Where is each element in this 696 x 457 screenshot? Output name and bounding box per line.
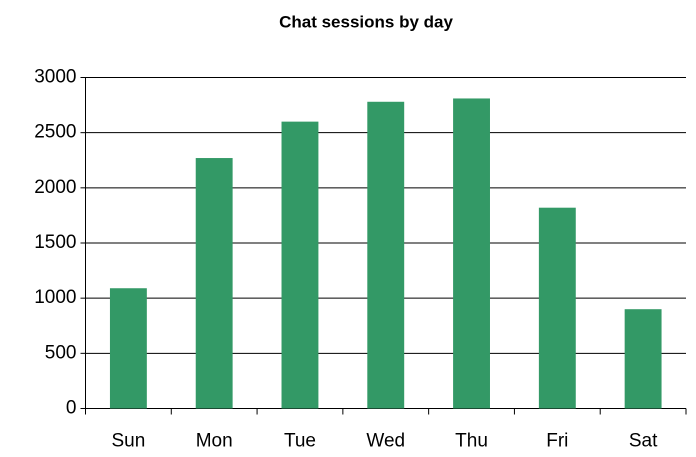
bar xyxy=(453,98,490,409)
x-tick-label: Thu xyxy=(455,431,488,452)
x-tick-label: Fri xyxy=(546,431,568,452)
y-tick-label: 500 xyxy=(45,342,77,363)
x-tick-label: Tue xyxy=(284,431,316,452)
y-tick-label: 2000 xyxy=(34,177,76,198)
x-tick-label: Mon xyxy=(196,431,233,452)
bar xyxy=(367,101,405,409)
y-tick-label: 0 xyxy=(66,398,77,419)
y-tick-label: 1000 xyxy=(34,287,76,308)
y-tick-label: 2500 xyxy=(34,122,76,143)
bar xyxy=(281,121,319,409)
y-tick-label: 3000 xyxy=(34,67,76,88)
x-tick-label: Wed xyxy=(366,431,405,452)
bar xyxy=(624,309,662,409)
bar xyxy=(195,158,233,409)
chart-title: Chat sessions by day xyxy=(279,12,453,31)
x-tick-label: Sun xyxy=(111,431,145,452)
bar xyxy=(538,207,576,409)
x-tick-label: Sat xyxy=(629,431,658,452)
bar xyxy=(109,288,147,409)
y-tick-label: 1500 xyxy=(34,232,76,253)
